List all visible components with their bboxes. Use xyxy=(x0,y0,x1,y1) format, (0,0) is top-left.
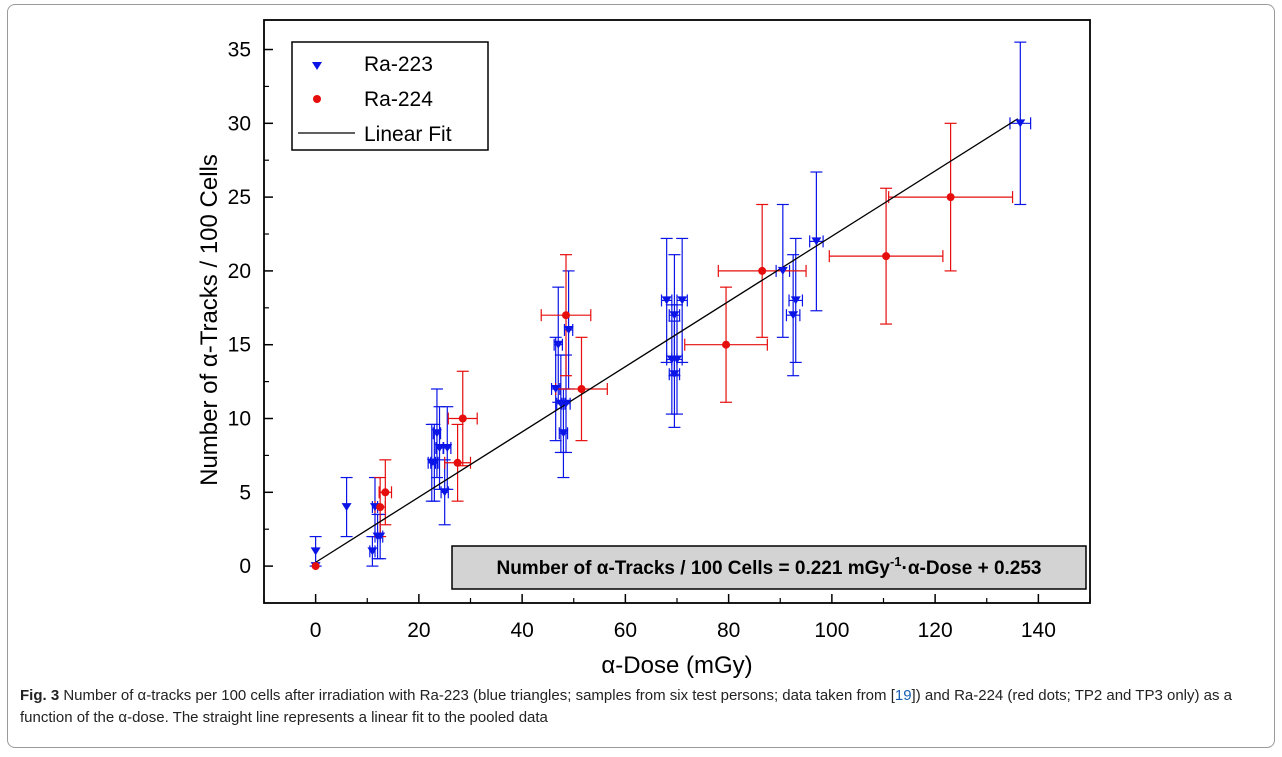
data-point-ra-223 xyxy=(563,325,574,334)
data-point-ra-223 xyxy=(431,429,442,438)
x-tick-label: 120 xyxy=(918,619,953,642)
data-point-ra-224 xyxy=(376,503,385,512)
data-point-ra-224 xyxy=(453,458,462,467)
x-tick-label: 20 xyxy=(407,619,430,642)
y-tick-label: 25 xyxy=(228,186,251,209)
y-axis-label: Number of α-Tracks / 100 Cells xyxy=(196,154,223,486)
fit-equation-suffix: ·α-Dose + 0.253 xyxy=(902,558,1042,579)
caption-text-2: ]) and Ra-224 (red dots; TP2 and TP3 onl… xyxy=(20,687,1233,726)
legend: Ra-223 Ra-224 Linear Fit xyxy=(291,41,489,151)
x-tick-label: 40 xyxy=(510,619,533,642)
data-point-ra-223 xyxy=(375,532,386,541)
data-point-ra-223 xyxy=(550,384,561,393)
legend-box xyxy=(291,41,489,151)
x-axis-label: α-Dose (mGy) xyxy=(601,652,752,679)
svg-text:Number of α-Tracks / 100 Cells: Number of α-Tracks / 100 Cells = 0.221 m… xyxy=(496,554,1041,579)
data-point-ra-223 xyxy=(661,296,672,305)
scatter-chart: 0 20 40 60 80 100 120 140 0 5 10 15 20 25 30 35 α-Dose… xyxy=(196,19,1091,679)
data-point-ra-223 xyxy=(367,547,378,556)
data-point-ra-223 xyxy=(558,429,569,438)
y-tick-label: 10 xyxy=(228,408,251,431)
data-point-ra-223 xyxy=(429,458,440,467)
legend-marker-ra223 xyxy=(312,62,322,70)
data-point-ra-224 xyxy=(381,488,390,497)
data-point-ra-223 xyxy=(811,237,822,246)
figure-label: Fig. 3 xyxy=(20,687,60,704)
y-tick-label: 5 xyxy=(239,481,251,504)
y-axis-ticks: 0 5 10 15 20 25 30 35 xyxy=(228,39,273,578)
y-tick-label: 35 xyxy=(228,39,251,62)
figure-caption: Fig. 3 Number of α-tracks per 100 cells … xyxy=(20,685,1265,729)
data-point-ra-223 xyxy=(669,370,680,379)
caption-text-1: Number of α-tracks per 100 cells after i… xyxy=(59,687,895,704)
fit-equation-box: Number of α-Tracks / 100 Cells = 0.221 m… xyxy=(451,545,1087,590)
data-point-ra-223 xyxy=(341,503,352,512)
data-point-ra-224 xyxy=(458,414,467,423)
data-point-ra-223 xyxy=(672,355,682,364)
caption-reference-link[interactable]: 19 xyxy=(894,687,912,704)
data-point-ra-224 xyxy=(562,311,571,320)
data-point-ra-223 xyxy=(777,266,788,275)
x-tick-label: 0 xyxy=(310,619,322,642)
legend-label-ra223: Ra-223 xyxy=(364,53,433,76)
data-point-ra-223 xyxy=(790,296,801,305)
data-point-ra-224 xyxy=(577,384,586,393)
data-point-ra-223 xyxy=(442,444,453,453)
data-point-ra-223 xyxy=(561,399,572,408)
x-axis-ticks: 0 20 40 60 80 100 120 140 xyxy=(263,594,1091,642)
data-point-ra-224 xyxy=(946,193,955,202)
x-tick-label: 100 xyxy=(814,619,849,642)
x-tick-label: 140 xyxy=(1021,619,1056,642)
data-point-ra-223 xyxy=(669,311,680,320)
data-point-ra-223 xyxy=(553,340,564,349)
data-point-ra-223 xyxy=(788,311,799,320)
y-tick-label: 20 xyxy=(228,260,251,283)
y-tick-label: 30 xyxy=(228,112,251,135)
legend-label-fit: Linear Fit xyxy=(364,123,452,146)
figure-frame xyxy=(7,4,1275,748)
x-tick-label: 60 xyxy=(614,619,637,642)
data-point-ra-223 xyxy=(439,488,450,497)
data-point-ra-224 xyxy=(758,266,767,275)
fit-equation-prefix: Number of α-Tracks / 100 Cells = 0.221 m… xyxy=(496,558,890,579)
markers-layer xyxy=(310,119,1026,571)
linear-fit-line xyxy=(315,118,1019,563)
data-point-ra-224 xyxy=(722,340,731,349)
fit-equation-superscript: -1 xyxy=(890,554,902,569)
data-point-ra-223 xyxy=(677,296,688,305)
data-point-ra-224 xyxy=(311,562,320,571)
data-point-ra-223 xyxy=(434,444,445,453)
data-point-ra-223 xyxy=(1015,119,1026,128)
legend-marker-ra224 xyxy=(313,95,321,103)
y-tick-label: 0 xyxy=(239,555,251,578)
data-point-ra-223 xyxy=(310,547,321,556)
data-point-ra-224 xyxy=(882,252,891,261)
y-tick-label: 15 xyxy=(228,334,251,357)
x-tick-label: 80 xyxy=(717,619,740,642)
legend-label-ra224: Ra-224 xyxy=(364,88,433,111)
